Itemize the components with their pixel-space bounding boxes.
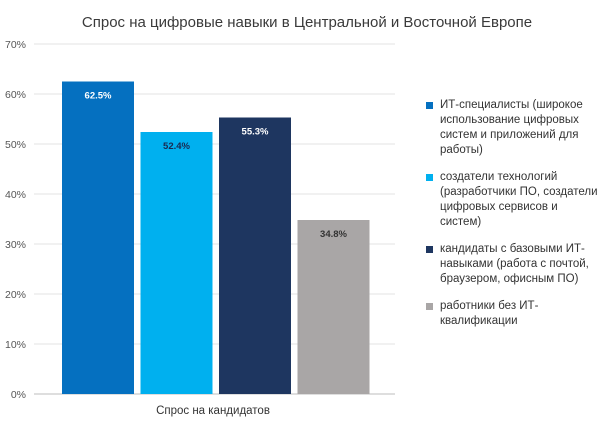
legend-swatch xyxy=(426,102,433,109)
bar xyxy=(219,117,291,394)
data-label: 52.4% xyxy=(163,141,190,152)
bars xyxy=(62,81,370,394)
legend-label: создатели технологий (разработчики ПО, с… xyxy=(440,171,598,228)
y-tick-label: 60% xyxy=(5,89,26,101)
legend-item: создатели технологий (разработчики ПО, с… xyxy=(426,170,598,230)
data-labels: 62.5% 52.4% 55.3% 34.8% xyxy=(85,91,348,241)
y-tick-label: 10% xyxy=(5,339,26,351)
chart-title: Спрос на цифровые навыки в Центральной и… xyxy=(82,14,532,31)
bar xyxy=(140,132,213,394)
x-category-label: Спрос на кандидатов xyxy=(156,405,270,417)
legend: ИТ-специалисты (широкое использование ци… xyxy=(426,98,598,341)
data-label: 62.5% xyxy=(85,91,112,102)
legend-label: ИТ-специалисты (широкое использование ци… xyxy=(440,99,583,156)
legend-swatch xyxy=(426,246,433,253)
y-tick-label: 70% xyxy=(5,39,26,51)
y-tick-label: 20% xyxy=(5,289,26,301)
data-label: 55.3% xyxy=(242,127,269,138)
legend-label: работники без ИТ-квалификации xyxy=(440,300,539,327)
legend-label: кандидаты с базовыми ИТ-навыками (работа… xyxy=(440,243,589,285)
y-tick-label: 50% xyxy=(5,139,26,151)
legend-item: кандидаты с базовыми ИТ-навыками (работа… xyxy=(426,242,598,287)
legend-swatch xyxy=(426,303,433,310)
y-tick-label: 30% xyxy=(5,239,26,251)
y-tick-label: 40% xyxy=(5,189,26,201)
data-label: 34.8% xyxy=(320,229,347,240)
bar xyxy=(62,81,134,394)
bar xyxy=(297,220,370,394)
legend-item: работники без ИТ-квалификации xyxy=(426,299,598,329)
y-axis: 0% 10% 20% 30% 40% 50% 60% 70% xyxy=(5,39,26,401)
legend-item: ИТ-специалисты (широкое использование ци… xyxy=(426,98,598,158)
legend-swatch xyxy=(426,174,433,181)
y-tick-label: 0% xyxy=(11,389,26,401)
